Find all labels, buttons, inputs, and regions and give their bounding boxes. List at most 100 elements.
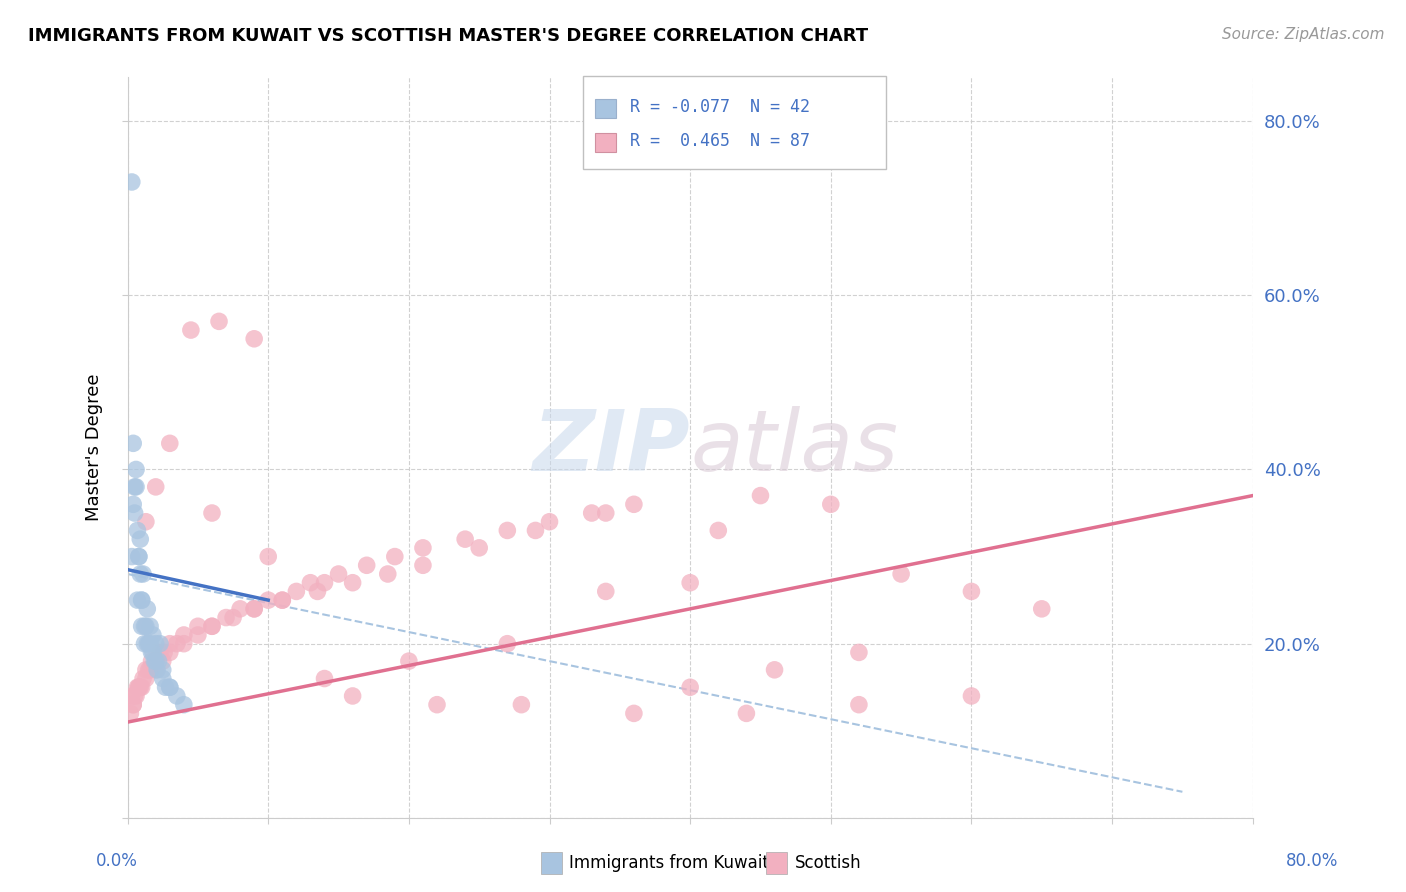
Point xyxy=(377,566,399,581)
Point xyxy=(384,549,406,564)
Point xyxy=(159,637,181,651)
Point xyxy=(173,628,195,642)
Point xyxy=(159,680,181,694)
Text: Scottish: Scottish xyxy=(794,854,860,872)
Text: Immigrants from Kuwait: Immigrants from Kuwait xyxy=(569,854,769,872)
Point xyxy=(125,462,148,476)
Point xyxy=(299,575,322,590)
Point xyxy=(623,706,645,721)
Point xyxy=(131,593,153,607)
Point xyxy=(139,619,162,633)
Point xyxy=(426,698,449,712)
Point xyxy=(524,524,547,538)
Point xyxy=(136,602,159,616)
Point xyxy=(132,672,155,686)
Point xyxy=(127,593,149,607)
Point xyxy=(595,584,617,599)
Point xyxy=(454,532,477,546)
Point xyxy=(136,637,159,651)
Point xyxy=(328,566,350,581)
Point xyxy=(1031,602,1053,616)
Point xyxy=(145,654,167,668)
Point xyxy=(243,602,266,616)
Point xyxy=(148,654,170,668)
Point xyxy=(208,314,231,328)
Point xyxy=(960,689,983,703)
Point xyxy=(166,689,188,703)
Text: 0.0%: 0.0% xyxy=(96,852,138,870)
Point xyxy=(510,698,533,712)
Point xyxy=(124,689,146,703)
Point xyxy=(155,680,177,694)
Point xyxy=(124,480,146,494)
Point xyxy=(159,436,181,450)
Point xyxy=(129,532,152,546)
Point xyxy=(187,619,209,633)
Point xyxy=(135,619,157,633)
Point xyxy=(187,628,209,642)
Point xyxy=(121,689,143,703)
Point xyxy=(128,549,150,564)
Point xyxy=(152,654,174,668)
Point xyxy=(122,698,145,712)
Point xyxy=(129,680,152,694)
Point xyxy=(166,637,188,651)
Point xyxy=(257,593,280,607)
Point xyxy=(152,663,174,677)
Point xyxy=(142,628,165,642)
Text: ZIP: ZIP xyxy=(533,406,690,489)
Point xyxy=(707,524,730,538)
Point xyxy=(890,566,912,581)
Point xyxy=(820,497,842,511)
Point xyxy=(132,566,155,581)
Point xyxy=(468,541,491,555)
Point xyxy=(356,558,378,573)
Point xyxy=(131,680,153,694)
Point xyxy=(128,680,150,694)
Point xyxy=(122,436,145,450)
Point xyxy=(129,566,152,581)
Point xyxy=(127,680,149,694)
Point xyxy=(139,637,162,651)
Point xyxy=(201,506,224,520)
Point xyxy=(141,654,163,668)
Point xyxy=(131,619,153,633)
Point xyxy=(149,645,172,659)
Point xyxy=(243,602,266,616)
Point xyxy=(125,689,148,703)
Point xyxy=(135,672,157,686)
Point xyxy=(152,672,174,686)
Point xyxy=(314,672,336,686)
Point xyxy=(229,602,252,616)
Point xyxy=(749,489,772,503)
Point xyxy=(180,323,202,337)
Point xyxy=(243,332,266,346)
Point xyxy=(145,480,167,494)
Point xyxy=(412,541,434,555)
Point xyxy=(149,637,172,651)
Text: R =  0.465  N = 87: R = 0.465 N = 87 xyxy=(630,132,810,150)
Point xyxy=(134,637,156,651)
Point xyxy=(307,584,329,599)
Point xyxy=(412,558,434,573)
Point xyxy=(125,480,148,494)
Point xyxy=(763,663,786,677)
Point xyxy=(623,497,645,511)
Point xyxy=(145,663,167,677)
Point xyxy=(595,506,617,520)
Y-axis label: Master's Degree: Master's Degree xyxy=(86,374,103,522)
Point xyxy=(538,515,561,529)
Point xyxy=(173,698,195,712)
Point xyxy=(314,575,336,590)
Point xyxy=(848,645,870,659)
Point xyxy=(128,549,150,564)
Point xyxy=(139,663,162,677)
Point xyxy=(398,654,420,668)
Point xyxy=(496,637,519,651)
Text: Source: ZipAtlas.com: Source: ZipAtlas.com xyxy=(1222,27,1385,42)
Point xyxy=(679,680,702,694)
Point xyxy=(141,645,163,659)
Point xyxy=(135,515,157,529)
Point xyxy=(134,619,156,633)
Point xyxy=(285,584,308,599)
